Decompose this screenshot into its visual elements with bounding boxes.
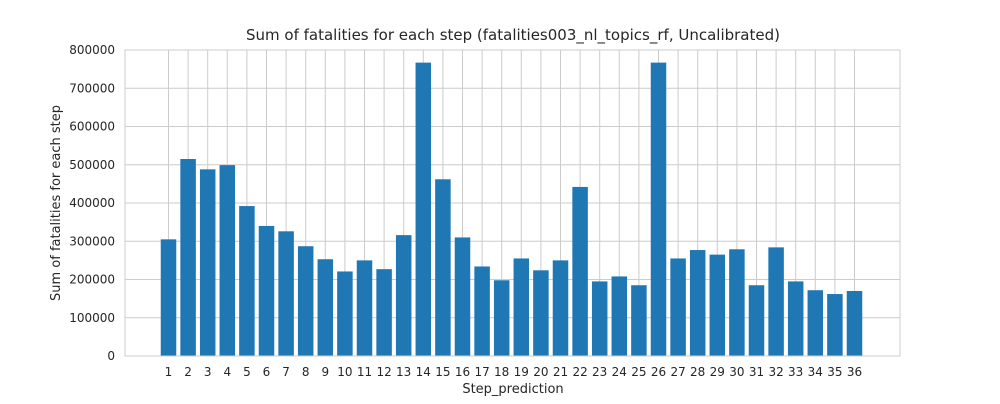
x-tick-label: 24 [612, 365, 627, 379]
bar-step-31 [748, 285, 765, 356]
bar-step-24 [611, 276, 628, 356]
bar-step-29 [709, 254, 726, 356]
x-tick-label: 28 [690, 365, 705, 379]
x-tick-label: 10 [337, 365, 352, 379]
y-tick-label: 400000 [69, 196, 115, 210]
y-tick-label: 300000 [69, 234, 115, 248]
x-tick-label: 30 [729, 365, 744, 379]
bar-step-14 [415, 62, 432, 357]
bar-step-32 [768, 247, 784, 356]
x-tick-label: 26 [651, 365, 666, 379]
x-tick-label: 16 [455, 365, 470, 379]
bar-step-5 [239, 206, 255, 356]
y-tick-label: 0 [107, 349, 115, 363]
x-tick-label: 2 [184, 365, 192, 379]
x-tick-label: 32 [768, 365, 783, 379]
y-axis-label: Sum of fatalities for each step [49, 105, 64, 301]
x-tick-label: 8 [302, 365, 310, 379]
x-tick-label: 15 [435, 365, 450, 379]
x-tick-label: 22 [572, 365, 587, 379]
x-tick-label: 14 [416, 365, 431, 379]
y-tick-label: 200000 [69, 273, 115, 287]
y-tick-label: 700000 [69, 81, 115, 95]
bar-step-28 [689, 250, 706, 356]
x-tick-label: 34 [808, 365, 823, 379]
y-tick-label: 800000 [69, 43, 115, 57]
bar-step-18 [493, 280, 510, 356]
x-tick-label: 12 [376, 365, 391, 379]
x-tick-label: 4 [223, 365, 231, 379]
x-tick-label: 9 [321, 365, 329, 379]
x-axis-label: Step_prediction [462, 382, 563, 397]
x-tick-label: 5 [243, 365, 251, 379]
bar-step-27 [670, 258, 686, 356]
x-tick-label: 13 [396, 365, 411, 379]
bar-step-1 [160, 239, 177, 356]
bars-layer [160, 62, 863, 357]
x-tick-label: 25 [631, 365, 646, 379]
bar-step-33 [787, 281, 804, 356]
x-tick-label: 18 [494, 365, 509, 379]
x-tick-label: 35 [827, 365, 842, 379]
bar-step-3 [199, 169, 216, 356]
bar-step-7 [278, 231, 294, 356]
bar-step-4 [219, 165, 236, 356]
bar-step-2 [180, 159, 196, 356]
bar-step-36 [846, 290, 863, 356]
bar-step-19 [513, 258, 530, 356]
x-tick-label: 36 [847, 365, 862, 379]
bar-step-13 [395, 235, 412, 356]
x-tick-label: 11 [357, 365, 372, 379]
x-tick-label: 19 [514, 365, 529, 379]
x-tick-label: 21 [553, 365, 568, 379]
plot-frame [124, 49, 901, 357]
x-tick-labels: 1 2 3 4 5 6 7 8 9 10 11 12 13 14 15 16 17 18 19 20 21 22 23 24 2… [165, 365, 862, 379]
x-tick-label: 33 [788, 365, 803, 379]
x-tick-label: 29 [710, 365, 725, 379]
bar-step-30 [729, 249, 745, 356]
x-tick-label: 3 [204, 365, 212, 379]
x-tick-label: 1 [165, 365, 173, 379]
bar-step-22 [572, 186, 588, 356]
bar-step-17 [474, 266, 490, 356]
bar-step-10 [337, 271, 353, 356]
bar-step-11 [356, 260, 373, 356]
bar-step-16 [454, 237, 471, 356]
x-tick-label: 7 [282, 365, 290, 379]
y-tick-label: 600000 [69, 120, 115, 134]
x-tick-label: 20 [533, 365, 548, 379]
bar-step-20 [533, 270, 549, 356]
x-tick-label: 23 [592, 365, 607, 379]
bar-step-15 [435, 179, 451, 356]
bar-step-8 [297, 246, 314, 356]
y-tick-label: 500000 [69, 158, 115, 172]
bar-step-23 [591, 281, 608, 356]
x-tick-label: 27 [670, 365, 685, 379]
chart-title: Sum of fatalities for each step (fatalit… [246, 26, 780, 45]
x-tick-label: 31 [749, 365, 764, 379]
bar-step-25 [631, 285, 647, 356]
y-tick-label: 100000 [69, 311, 115, 325]
bar-step-12 [376, 269, 392, 356]
bar-step-35 [827, 294, 843, 356]
bar-step-9 [317, 259, 334, 356]
bar-step-26 [650, 62, 667, 357]
x-tick-label: 17 [474, 365, 489, 379]
y-tick-labels: 0 100000 200000 300000 400000 500000 600000 700… [69, 43, 115, 363]
x-tick-label: 6 [263, 365, 271, 379]
bar-step-34 [807, 290, 824, 356]
bar-step-21 [552, 260, 569, 356]
bar-step-6 [258, 225, 275, 356]
